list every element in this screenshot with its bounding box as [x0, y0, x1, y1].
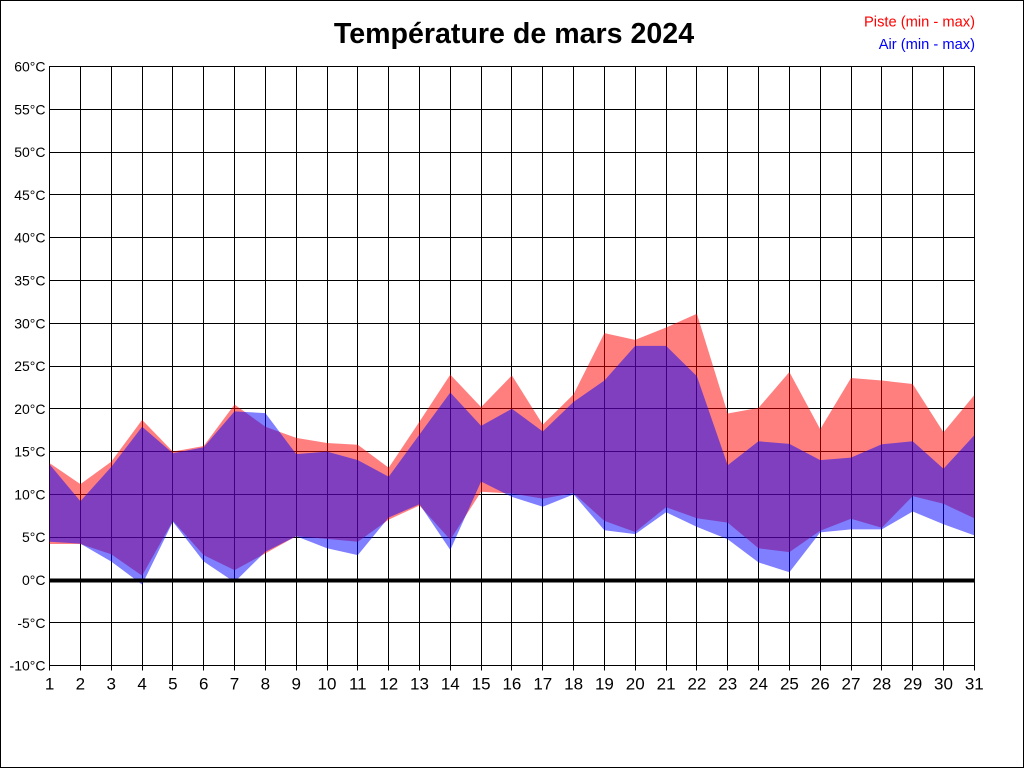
svg-text:45°C: 45°C	[14, 187, 45, 203]
svg-text:4: 4	[137, 675, 146, 694]
svg-text:10: 10	[318, 675, 337, 694]
svg-text:3: 3	[106, 675, 115, 694]
svg-text:1: 1	[45, 675, 54, 694]
svg-text:16: 16	[502, 675, 521, 694]
svg-text:20: 20	[626, 675, 645, 694]
svg-text:20°C: 20°C	[14, 401, 45, 417]
svg-text:29: 29	[903, 675, 922, 694]
svg-text:27: 27	[842, 675, 861, 694]
svg-text:25°C: 25°C	[14, 358, 45, 374]
svg-text:19: 19	[595, 675, 614, 694]
svg-text:12: 12	[379, 675, 398, 694]
svg-text:6: 6	[199, 675, 208, 694]
svg-text:Piste (min - max): Piste (min - max)	[864, 15, 975, 31]
svg-text:13: 13	[410, 675, 429, 694]
svg-text:24: 24	[749, 675, 768, 694]
svg-text:-10°C: -10°C	[10, 658, 46, 674]
svg-text:30°C: 30°C	[14, 315, 45, 331]
svg-text:5: 5	[168, 675, 177, 694]
svg-text:10°C: 10°C	[14, 487, 45, 503]
svg-text:22: 22	[687, 675, 706, 694]
svg-text:0°C: 0°C	[22, 572, 46, 588]
svg-text:15: 15	[472, 675, 491, 694]
svg-text:55°C: 55°C	[14, 101, 45, 117]
svg-text:18: 18	[564, 675, 583, 694]
svg-text:14: 14	[441, 675, 460, 694]
svg-text:9: 9	[291, 675, 300, 694]
svg-text:60°C: 60°C	[14, 59, 45, 75]
svg-text:35°C: 35°C	[14, 273, 45, 289]
svg-text:Température de mars 2024: Température de mars 2024	[334, 18, 694, 50]
svg-text:40°C: 40°C	[14, 230, 45, 246]
svg-text:2: 2	[76, 675, 85, 694]
svg-text:50°C: 50°C	[14, 144, 45, 160]
svg-text:25: 25	[780, 675, 799, 694]
svg-text:15°C: 15°C	[14, 444, 45, 460]
svg-text:-5°C: -5°C	[17, 615, 45, 631]
svg-text:30: 30	[934, 675, 953, 694]
svg-text:7: 7	[230, 675, 239, 694]
svg-text:11: 11	[349, 675, 367, 694]
svg-text:23: 23	[718, 675, 737, 694]
svg-text:5°C: 5°C	[22, 529, 46, 545]
svg-text:Air (min - max): Air (min - max)	[879, 37, 975, 53]
svg-text:17: 17	[533, 675, 552, 694]
svg-text:28: 28	[872, 675, 891, 694]
svg-text:21: 21	[657, 675, 676, 694]
svg-text:31: 31	[965, 675, 984, 694]
svg-text:8: 8	[261, 675, 270, 694]
svg-text:26: 26	[811, 675, 830, 694]
